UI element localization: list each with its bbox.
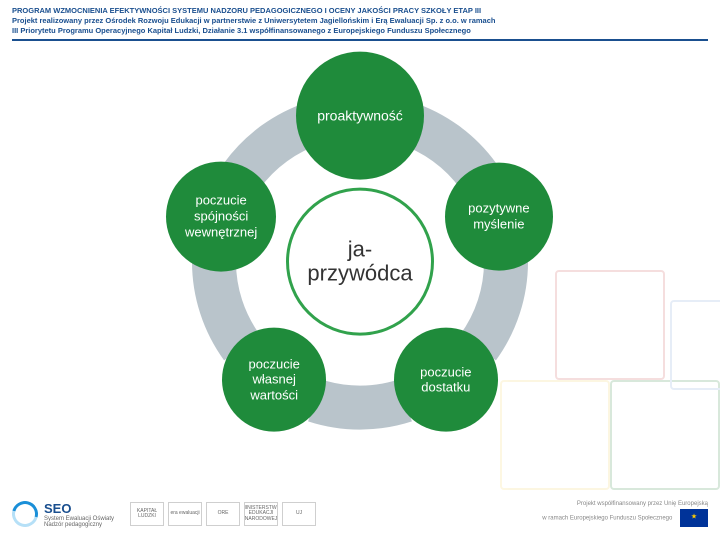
ring-arc: [214, 262, 242, 348]
partner-logo: KAPITAŁ LUDZKI: [130, 502, 164, 526]
outer-node: proaktywność: [296, 52, 424, 180]
center-node: ja-przywódca: [286, 188, 434, 336]
seo-swirl-icon: [7, 496, 43, 532]
ring-arc: [478, 262, 506, 348]
footer-right: Projekt współfinansowany przez Unię Euro…: [542, 501, 708, 526]
seo-logo-text: SEO System Ewaluacji Oświaty Nadzór peda…: [44, 501, 114, 528]
outer-node: pozytywnemyślenie: [445, 162, 553, 270]
project-header: PROGRAM WZMOCNIENIA EFEKTYWNOŚCI SYSTEMU…: [12, 6, 708, 41]
partner-logo: era ewaluacji: [168, 502, 202, 526]
outer-node: poczuciewłasnejwartości: [222, 328, 326, 432]
partner-logo: UJ: [282, 502, 316, 526]
seo-sub2: Nadzór pedagogiczny: [44, 522, 114, 528]
header-line-1: PROGRAM WZMOCNIENIA EFEKTYWNOŚCI SYSTEMU…: [12, 6, 708, 16]
partner-logo: ORE: [206, 502, 240, 526]
seo-sub1: System Ewaluacji Oświaty: [44, 516, 114, 522]
footer: SEO System Ewaluacji Oświaty Nadzór peda…: [12, 494, 708, 534]
eu-flag-icon: [680, 509, 708, 527]
eu-line2: w ramach Europejskiego Funduszu Społeczn…: [542, 515, 672, 521]
header-line-3: III Priorytetu Programu Operacyjnego Kap…: [12, 26, 708, 36]
outer-node: poczuciespójnościwewnętrznej: [166, 161, 276, 271]
partner-logo: MINISTERSTWO EDUKACJI NARODOWEJ: [244, 502, 278, 526]
ring-arc: [315, 400, 405, 407]
eu-line1: Projekt współfinansowany przez Unię Euro…: [577, 501, 708, 507]
seo-logo: SEO System Ewaluacji Oświaty Nadzór peda…: [12, 501, 114, 528]
outer-node: poczuciedostatku: [394, 328, 498, 432]
header-line-2: Projekt realizowany przez Ośrodek Rozwoj…: [12, 16, 708, 26]
header-rule: [12, 39, 708, 41]
footer-left: SEO System Ewaluacji Oświaty Nadzór peda…: [12, 501, 316, 528]
seo-title: SEO: [44, 501, 114, 516]
partner-logos: KAPITAŁ LUDZKIera ewaluacjiOREMINISTERST…: [130, 502, 316, 526]
radial-diagram: ja-przywódcaproaktywnośćpozytywnemyśleni…: [140, 52, 580, 472]
